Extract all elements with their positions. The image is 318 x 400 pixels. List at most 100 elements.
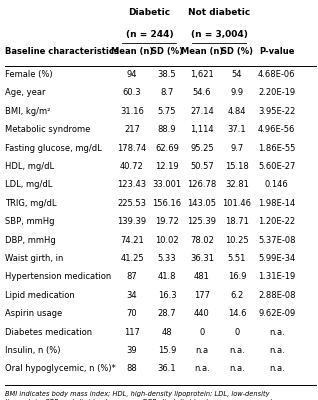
Text: Diabetic: Diabetic — [128, 8, 170, 17]
Text: n.a.: n.a. — [194, 364, 210, 374]
Text: 5.33: 5.33 — [158, 254, 176, 263]
Text: 156.16: 156.16 — [152, 199, 182, 208]
Text: 2.88E-08: 2.88E-08 — [258, 291, 295, 300]
Text: Female (%): Female (%) — [5, 70, 52, 79]
Text: 1,621: 1,621 — [190, 70, 214, 79]
Text: 32.81: 32.81 — [225, 180, 249, 190]
Text: Aspirin usage: Aspirin usage — [5, 309, 62, 318]
Text: 5.37E-08: 5.37E-08 — [258, 236, 295, 245]
Text: 1,114: 1,114 — [190, 125, 214, 134]
Text: 101.46: 101.46 — [222, 199, 252, 208]
Text: 70: 70 — [127, 309, 137, 318]
Text: 15.18: 15.18 — [225, 162, 249, 171]
Text: 39: 39 — [127, 346, 137, 355]
Text: Not diabetic: Not diabetic — [188, 8, 251, 17]
Text: (n = 244): (n = 244) — [126, 30, 173, 39]
Text: 2.20E-19: 2.20E-19 — [258, 88, 295, 98]
Text: 41.25: 41.25 — [120, 254, 144, 263]
Text: 8.7: 8.7 — [160, 88, 174, 98]
Text: 62.69: 62.69 — [155, 144, 179, 153]
Text: 34: 34 — [127, 291, 137, 300]
Text: 14.6: 14.6 — [228, 309, 246, 318]
Text: 177: 177 — [194, 291, 210, 300]
Text: 126.78: 126.78 — [187, 180, 217, 190]
Text: Mean (n): Mean (n) — [111, 47, 153, 56]
Text: 12.19: 12.19 — [155, 162, 179, 171]
Text: P-value: P-value — [259, 47, 294, 56]
Text: 74.21: 74.21 — [120, 236, 144, 245]
Text: HDL, mg/dL: HDL, mg/dL — [5, 162, 54, 171]
Text: 19.72: 19.72 — [155, 217, 179, 226]
Text: 123.43: 123.43 — [117, 180, 147, 190]
Text: 36.1: 36.1 — [158, 364, 176, 374]
Text: Hypertension medication: Hypertension medication — [5, 272, 111, 282]
Text: 0.146: 0.146 — [265, 180, 288, 190]
Text: 117: 117 — [124, 328, 140, 337]
Text: Age, year: Age, year — [5, 88, 45, 98]
Text: 4.84: 4.84 — [228, 107, 246, 116]
Text: SD (%): SD (%) — [221, 47, 253, 56]
Text: 50.57: 50.57 — [190, 162, 214, 171]
Text: TRIG, mg/dL: TRIG, mg/dL — [5, 199, 56, 208]
Text: 54.6: 54.6 — [193, 88, 211, 98]
Text: 3.95E-22: 3.95E-22 — [258, 107, 295, 116]
Text: 78.02: 78.02 — [190, 236, 214, 245]
Text: 178.74: 178.74 — [117, 144, 147, 153]
Text: 94: 94 — [127, 70, 137, 79]
Text: 48: 48 — [162, 328, 172, 337]
Text: 54: 54 — [232, 70, 242, 79]
Text: 95.25: 95.25 — [190, 144, 214, 153]
Text: DBP, mmHg: DBP, mmHg — [5, 236, 56, 245]
Text: 5.60E-27: 5.60E-27 — [258, 162, 295, 171]
Text: SBP, mmHg: SBP, mmHg — [5, 217, 54, 226]
Text: n.a.: n.a. — [229, 364, 245, 374]
Text: 88: 88 — [127, 364, 137, 374]
Text: 5.75: 5.75 — [158, 107, 176, 116]
Text: 1.20E-22: 1.20E-22 — [258, 217, 295, 226]
Text: 37.1: 37.1 — [228, 125, 246, 134]
Text: Fasting glucose, mg/dL: Fasting glucose, mg/dL — [5, 144, 101, 153]
Text: 9.62E-09: 9.62E-09 — [258, 309, 295, 318]
Text: 217: 217 — [124, 125, 140, 134]
Text: 1.31E-19: 1.31E-19 — [258, 272, 295, 282]
Text: 0: 0 — [199, 328, 204, 337]
Text: Oral hypoglycemic, n (%)*: Oral hypoglycemic, n (%)* — [5, 364, 116, 374]
Text: Lipid medication: Lipid medication — [5, 291, 74, 300]
Text: n.a.: n.a. — [229, 346, 245, 355]
Text: 4.68E-06: 4.68E-06 — [258, 70, 295, 79]
Text: Waist girth, in: Waist girth, in — [5, 254, 63, 263]
Text: Mean (n): Mean (n) — [181, 47, 223, 56]
Text: 139.39: 139.39 — [117, 217, 147, 226]
Text: 10.25: 10.25 — [225, 236, 249, 245]
Text: 4.96E-56: 4.96E-56 — [258, 125, 295, 134]
Text: 31.16: 31.16 — [120, 107, 144, 116]
Text: 18.71: 18.71 — [225, 217, 249, 226]
Text: 440: 440 — [194, 309, 210, 318]
Text: n.a.: n.a. — [269, 346, 285, 355]
Text: n.a.: n.a. — [269, 328, 285, 337]
Text: 5.51: 5.51 — [228, 254, 246, 263]
Text: 225.53: 225.53 — [117, 199, 147, 208]
Text: (n = 3,004): (n = 3,004) — [191, 30, 248, 39]
Text: 38.5: 38.5 — [158, 70, 176, 79]
Text: 0: 0 — [234, 328, 239, 337]
Text: 16.9: 16.9 — [228, 272, 246, 282]
Text: 36.31: 36.31 — [190, 254, 214, 263]
Text: LDL, mg/dL: LDL, mg/dL — [5, 180, 52, 190]
Text: 60.3: 60.3 — [123, 88, 141, 98]
Text: 9.9: 9.9 — [230, 88, 244, 98]
Text: 6.2: 6.2 — [230, 291, 244, 300]
Text: 41.8: 41.8 — [158, 272, 176, 282]
Text: 125.39: 125.39 — [187, 217, 217, 226]
Text: 88.9: 88.9 — [158, 125, 176, 134]
Text: 15.9: 15.9 — [158, 346, 176, 355]
Text: 5.99E-34: 5.99E-34 — [258, 254, 295, 263]
Text: n.a: n.a — [195, 346, 209, 355]
Text: Baseline characteristics: Baseline characteristics — [5, 47, 119, 56]
Text: 481: 481 — [194, 272, 210, 282]
Text: 27.14: 27.14 — [190, 107, 214, 116]
Text: 10.02: 10.02 — [155, 236, 179, 245]
Text: n.a.: n.a. — [269, 364, 285, 374]
Text: 28.7: 28.7 — [158, 309, 176, 318]
Text: Insulin, n (%): Insulin, n (%) — [5, 346, 60, 355]
